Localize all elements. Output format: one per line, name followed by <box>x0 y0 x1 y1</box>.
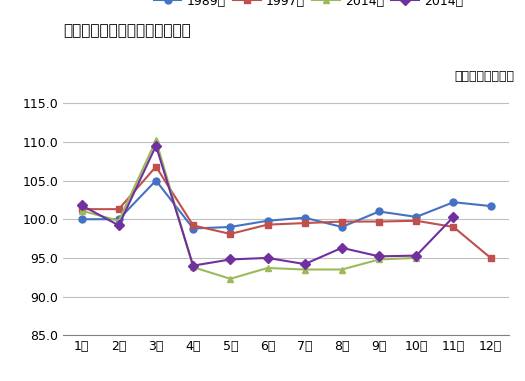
1997年 <box>78 207 85 211</box>
1997年 <box>265 223 271 227</box>
1989年 <box>339 225 345 229</box>
2014年 <box>116 223 122 228</box>
1997年 <box>488 256 494 260</box>
1989年 <box>227 225 234 229</box>
Line: 1997年: 1997年 <box>78 163 494 261</box>
2014年 <box>339 246 345 250</box>
1997年 <box>116 207 122 211</box>
2014年 <box>78 203 85 208</box>
1997年 <box>413 218 419 223</box>
1997年 <box>190 223 196 228</box>
2014年 <box>190 265 196 269</box>
1997年 <box>376 219 382 224</box>
2014年 <box>376 254 382 259</box>
2014年 <box>301 267 308 272</box>
1989年 <box>190 226 196 231</box>
1997年 <box>227 232 234 236</box>
1989年 <box>265 218 271 223</box>
2014年 <box>227 257 234 262</box>
Line: 2014年: 2014年 <box>78 137 420 282</box>
2014年 <box>153 143 159 148</box>
2014年 <box>339 267 345 272</box>
Legend: 1989年, 1997年, 2014年, 2014年: 1989年, 1997年, 2014年, 2014年 <box>154 0 463 8</box>
2014年 <box>153 138 159 142</box>
2014年 <box>265 266 271 270</box>
2014年 <box>450 215 457 219</box>
Line: 2014年: 2014年 <box>78 142 457 269</box>
1989年 <box>488 204 494 208</box>
2014年 <box>78 208 85 213</box>
1997年 <box>339 219 345 224</box>
2014年 <box>376 257 382 262</box>
2014年 <box>227 277 234 281</box>
2014年 <box>190 263 196 268</box>
1989年 <box>376 209 382 214</box>
Text: （除く住宅費等）: （除く住宅費等） <box>454 70 514 83</box>
Text: 消費税導入時の消費支出の推移: 消費税導入時の消費支出の推移 <box>63 23 191 38</box>
1989年 <box>450 200 457 205</box>
2014年 <box>413 256 419 260</box>
1997年 <box>301 221 308 226</box>
1989年 <box>153 178 159 183</box>
2014年 <box>265 256 271 260</box>
2014年 <box>116 218 122 223</box>
Line: 1989年: 1989年 <box>78 177 494 232</box>
2014年 <box>301 262 308 266</box>
1989年 <box>413 215 419 219</box>
1997年 <box>153 164 159 169</box>
2014年 <box>413 253 419 258</box>
1989年 <box>78 217 85 221</box>
1997年 <box>450 225 457 229</box>
1989年 <box>301 215 308 220</box>
1989年 <box>116 217 122 221</box>
